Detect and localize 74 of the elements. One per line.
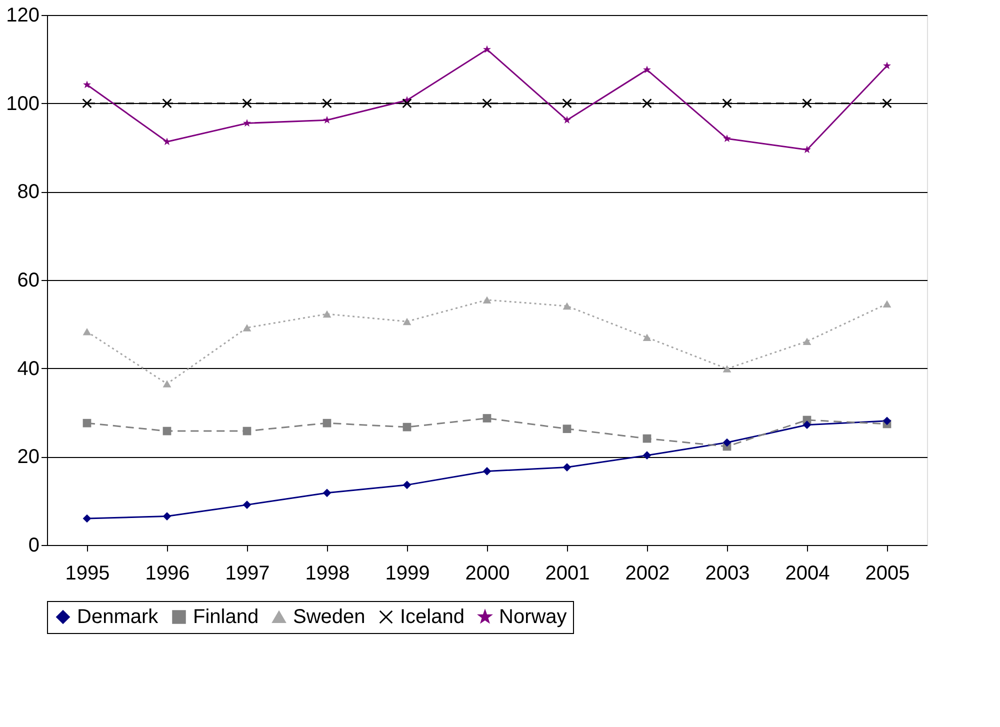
point <box>322 488 332 498</box>
point <box>322 418 332 428</box>
point <box>802 98 812 108</box>
point <box>322 310 332 318</box>
y-tick-label: 40 <box>17 358 40 380</box>
point <box>642 334 652 342</box>
point <box>402 422 412 432</box>
x-tick-label: 2005 <box>865 562 910 584</box>
point <box>162 98 172 108</box>
point <box>242 426 252 436</box>
x-tick-label: 2001 <box>545 562 590 584</box>
point <box>402 480 412 490</box>
legend-label: Sweden <box>293 606 366 628</box>
x-tick-label: 1999 <box>385 562 430 584</box>
point <box>82 328 92 336</box>
y-tick-label: 120 <box>6 4 40 26</box>
point <box>643 66 651 74</box>
point <box>803 146 811 154</box>
point <box>163 138 171 146</box>
y-tick-label: 100 <box>6 92 40 115</box>
point <box>483 45 491 53</box>
point <box>242 98 252 108</box>
legend-label: Finland <box>193 606 259 628</box>
point <box>482 296 492 304</box>
point <box>242 324 252 332</box>
y-tick-label: 0 <box>28 534 40 556</box>
point <box>723 134 731 142</box>
point <box>722 438 732 447</box>
point <box>482 98 492 108</box>
legend-label: Denmark <box>77 606 160 628</box>
point <box>82 418 92 428</box>
point <box>883 62 891 70</box>
point <box>562 424 572 434</box>
point <box>82 98 92 108</box>
x-tick-label: 1995 <box>65 562 110 584</box>
point <box>562 302 572 310</box>
point <box>162 512 172 520</box>
x-tick-label: 1998 <box>305 562 350 584</box>
point <box>242 500 252 509</box>
point <box>642 451 652 460</box>
point <box>243 119 251 127</box>
legend-label: Norway <box>499 606 567 628</box>
point <box>802 338 812 346</box>
point <box>802 420 812 430</box>
point <box>563 116 571 124</box>
x-tick-label: 1996 <box>145 562 190 584</box>
x-tick-label: 2004 <box>785 562 830 584</box>
y-tick-label: 20 <box>17 446 40 468</box>
point <box>722 98 732 108</box>
point <box>322 98 332 108</box>
point <box>482 467 492 476</box>
x-tick-label: 2002 <box>625 562 670 584</box>
legend-label: Iceland <box>400 606 464 628</box>
point <box>402 98 412 108</box>
point <box>162 380 172 388</box>
point <box>482 414 492 422</box>
point <box>722 365 732 372</box>
x-tick-label: 2000 <box>465 562 510 584</box>
point <box>562 463 572 472</box>
point <box>82 514 92 523</box>
y-tick-label: 80 <box>17 181 40 204</box>
point <box>882 416 892 426</box>
x-tick-label: 1997 <box>225 562 270 584</box>
point <box>642 98 652 108</box>
y-tick-label: 60 <box>17 270 40 292</box>
point <box>402 318 412 326</box>
point <box>882 98 892 108</box>
point <box>323 116 331 124</box>
point <box>882 300 892 308</box>
point <box>83 80 91 88</box>
point <box>642 434 652 443</box>
x-tick-label: 2003 <box>705 562 750 584</box>
point <box>162 426 172 436</box>
point <box>562 98 572 108</box>
